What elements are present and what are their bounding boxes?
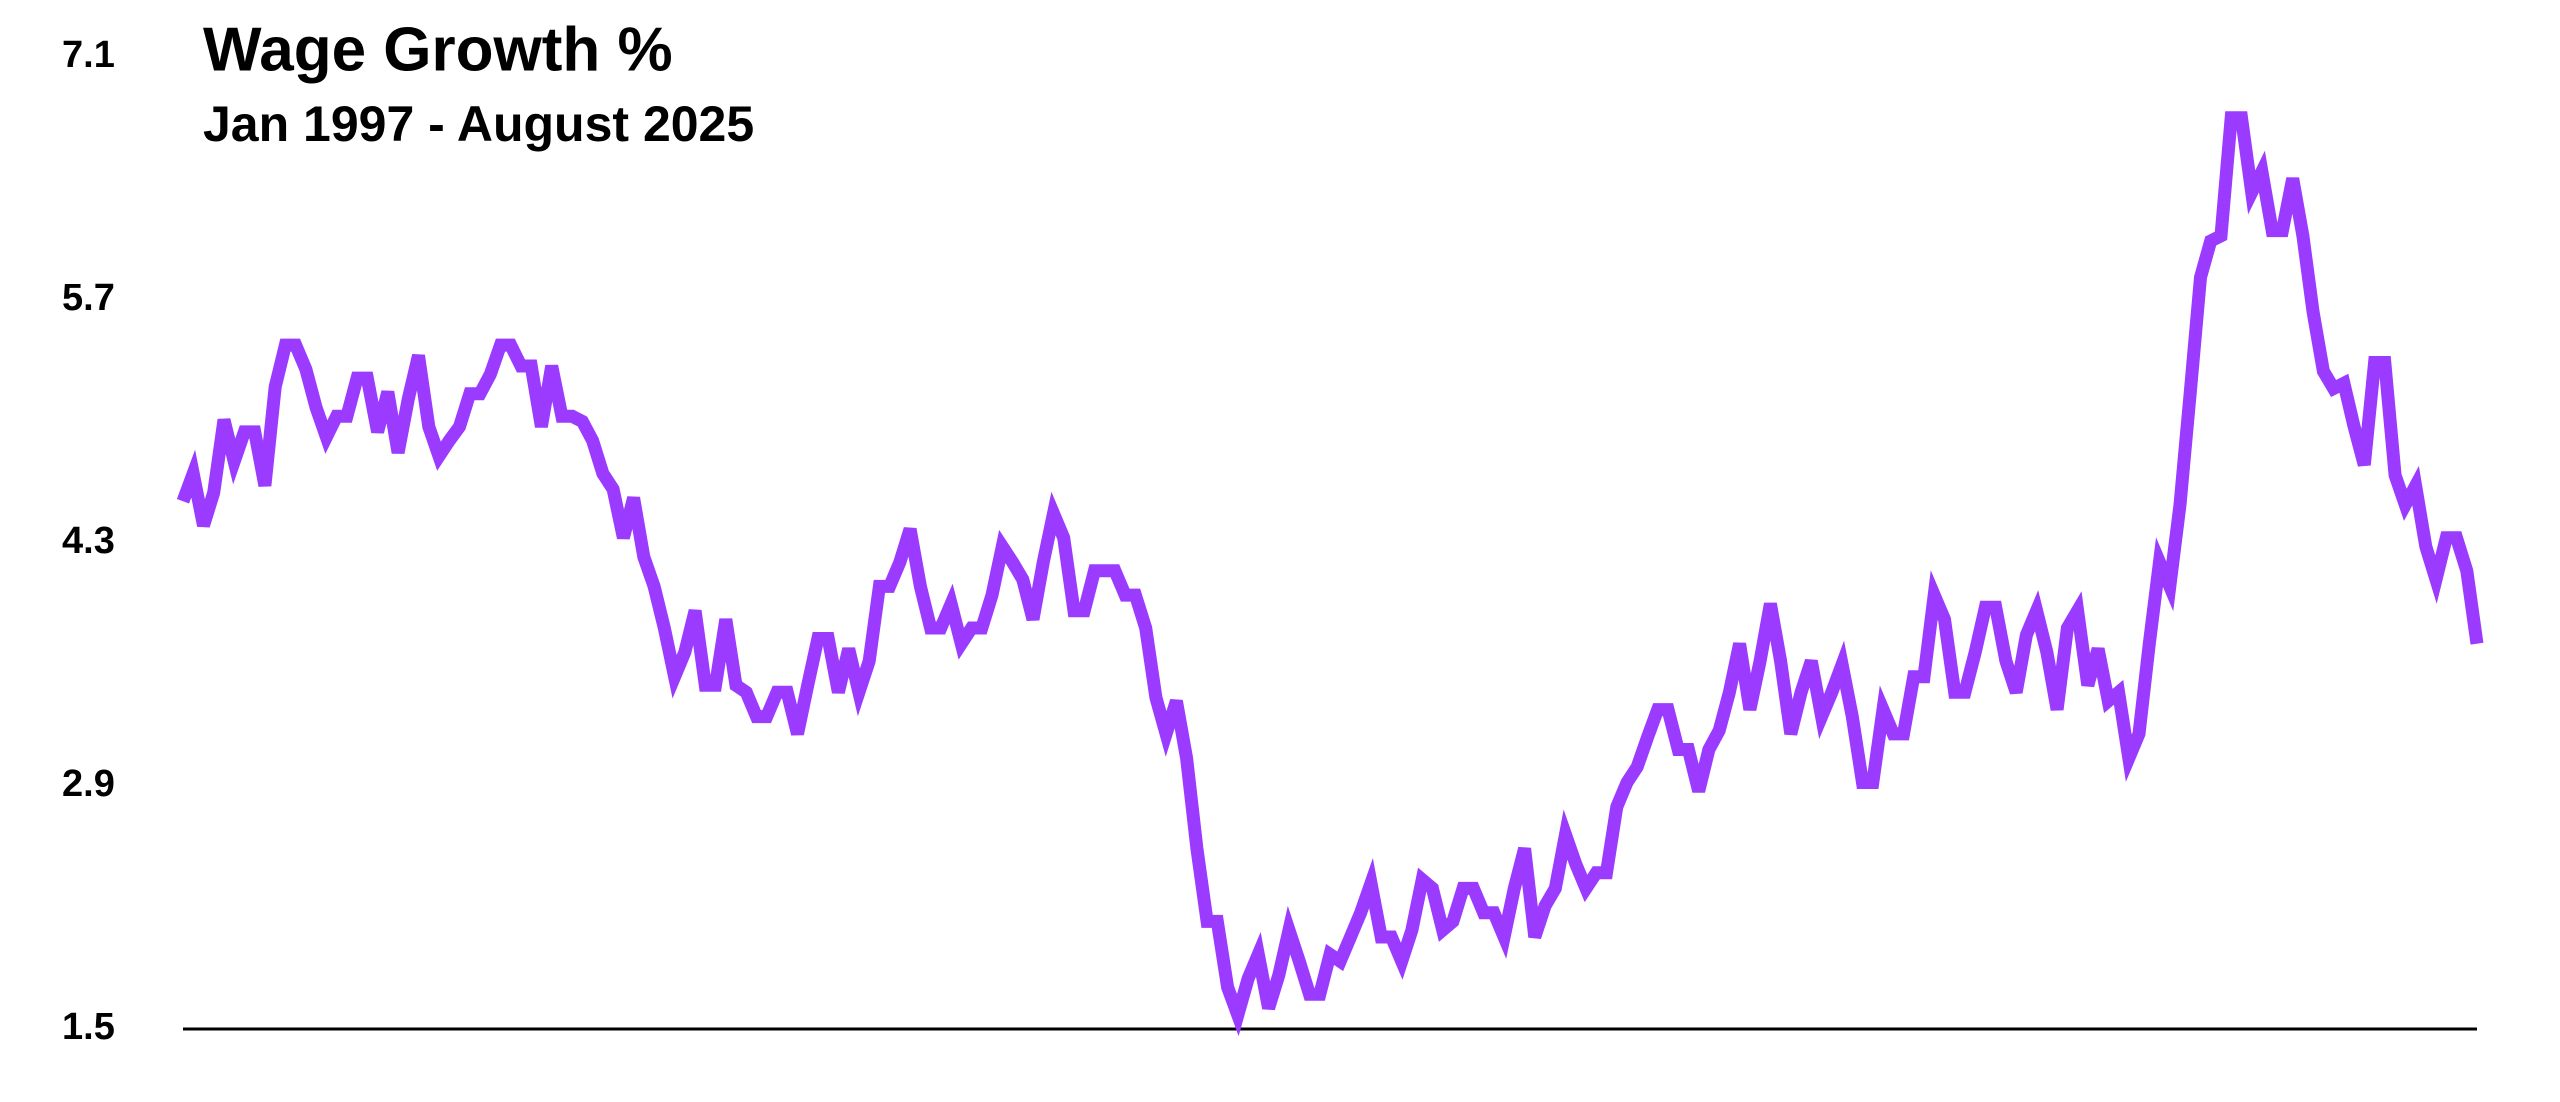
chart-title: Wage Growth %	[203, 15, 673, 84]
y-tick-label: 1.5	[62, 1006, 115, 1048]
y-tick-label: 7.1	[62, 34, 115, 76]
y-tick-label: 5.7	[62, 277, 115, 319]
chart-subtitle: Jan 1997 - August 2025	[203, 96, 754, 152]
y-tick-label: 2.9	[62, 763, 115, 805]
data-line	[176, 111, 2484, 1037]
y-tick-label: 4.3	[62, 520, 115, 562]
